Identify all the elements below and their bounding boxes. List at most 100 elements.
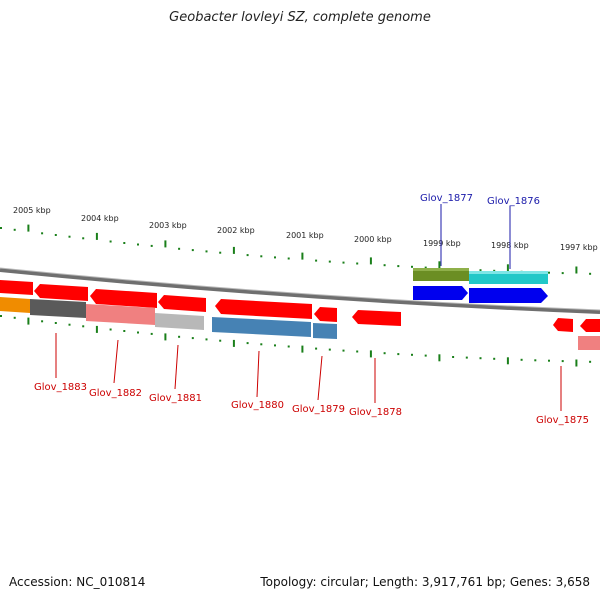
tick-label-2005: 2005 kbp (13, 206, 51, 215)
gene-glov-1882-arrow[interactable] (90, 289, 157, 308)
gene-glov-1881-arrow[interactable] (158, 295, 206, 312)
scale-minor-tick (342, 349, 345, 352)
scale-minor-tick (315, 259, 318, 262)
accession-text: Accession: NC_010814 (9, 575, 146, 589)
label-glov-1882[interactable]: Glov_1882 (89, 388, 142, 399)
scale-minor-tick (493, 269, 496, 272)
label-glov-1876[interactable]: Glov_1876 (487, 196, 540, 207)
scale-minor-tick (54, 322, 57, 324)
tick-label-1999: 1999 kbp (423, 239, 461, 248)
genome-backbone (0, 268, 600, 314)
scale-major-tick (301, 252, 304, 260)
scale-minor-tick (178, 335, 181, 338)
scale-minor-tick (41, 232, 44, 235)
scale-minor-tick (493, 357, 496, 360)
scale-minor-tick (452, 356, 455, 358)
scale-minor-tick (424, 354, 427, 357)
scale-major-tick (301, 345, 304, 353)
scale-minor-tick (424, 266, 427, 269)
label-leaders (55, 204, 562, 411)
scale-minor-tick (260, 343, 263, 346)
gene-glov-1881-box[interactable] (155, 313, 204, 330)
scale-major-tick (369, 257, 372, 265)
scale-minor-tick (328, 348, 331, 351)
scale-minor-tick (191, 337, 194, 340)
scale-minor-tick (287, 257, 290, 260)
scale-minor-tick (109, 240, 112, 243)
gene-box-right-edge[interactable] (578, 336, 600, 350)
scale-minor-tick (356, 350, 359, 353)
gene-glov-1880-arrow[interactable] (215, 299, 312, 319)
gene-glov-1883-box[interactable] (30, 299, 86, 318)
gene-glov-1879-arrow[interactable] (314, 307, 337, 322)
gene-glov-1879-box[interactable] (313, 323, 337, 339)
scale-major-tick (369, 350, 372, 358)
scale-minor-tick (246, 254, 249, 257)
gene-glov-1876-arrow[interactable] (469, 288, 548, 303)
scale-minor-tick (219, 251, 222, 254)
label-glov-1878[interactable]: Glov_1878 (349, 407, 402, 418)
scale-minor-tick (82, 237, 85, 240)
gene-labels: Glov_1883 Glov_1882 Glov_1881 Glov_1880 … (34, 193, 589, 426)
scale-minor-tick (41, 320, 44, 323)
scale-minor-tick (534, 359, 537, 362)
gene-glov-1877-highlight (413, 268, 469, 271)
leader-glov-1879 (317, 355, 323, 401)
scale-minor-tick (0, 227, 2, 229)
forward-strand-genes (413, 268, 548, 303)
gene-arrow-right-edge[interactable] (580, 319, 600, 332)
genome-summary-text: Topology: circular; Length: 3,917,761 bp… (260, 575, 590, 589)
scale-minor-tick (561, 272, 564, 275)
scale-major-tick (27, 317, 30, 325)
label-glov-1883[interactable]: Glov_1883 (34, 382, 87, 393)
scale-major-tick (232, 246, 235, 254)
scale-minor-tick (548, 359, 550, 362)
gene-glov-1877-box[interactable] (413, 268, 469, 281)
gene-glov-1876-box[interactable] (469, 271, 548, 284)
gene-box-orange[interactable] (0, 297, 30, 313)
scale-major-tick (438, 261, 441, 269)
label-glov-1877[interactable]: Glov_1877 (420, 193, 473, 204)
scale-major-tick (575, 266, 578, 274)
scale-minor-tick (589, 360, 592, 363)
gene-glov-1880-box[interactable] (212, 317, 311, 337)
scale-minor-tick (589, 272, 592, 275)
label-glov-1881[interactable]: Glov_1881 (149, 393, 202, 404)
scale-minor-tick (191, 249, 194, 252)
scale-minor-tick (0, 315, 2, 317)
scale-minor-tick (548, 271, 550, 274)
scale-minor-tick (109, 328, 112, 331)
scale-minor-tick (397, 265, 400, 268)
label-glov-1875[interactable]: Glov_1875 (536, 415, 589, 426)
map-title: Geobacter lovleyi SZ, complete genome (169, 10, 431, 25)
scale-minor-tick (13, 228, 16, 231)
scale-minor-tick (68, 323, 71, 326)
tick-label-2001: 2001 kbp (286, 231, 324, 240)
tick-label-2004: 2004 kbp (81, 214, 119, 223)
scale-minor-tick (342, 261, 345, 264)
tick-label-1997: 1997 kbp (560, 243, 598, 252)
gene-arrow-left-edge[interactable] (0, 280, 33, 295)
scale-minor-tick (82, 325, 85, 328)
scale-minor-tick (315, 347, 318, 350)
scale-minor-tick (150, 244, 153, 247)
scale-minor-tick (13, 316, 16, 319)
gene-glov-1877-arrow[interactable] (413, 286, 468, 300)
scale-minor-tick (520, 358, 523, 361)
scale-minor-tick (205, 250, 208, 253)
scale-major-tick (95, 232, 98, 240)
tick-label-2002: 2002 kbp (217, 226, 255, 235)
gene-glov-1882-box[interactable] (86, 304, 155, 325)
gene-glov-1878-arrow[interactable] (352, 310, 401, 326)
scale-major-tick (164, 333, 167, 341)
genome-backbone-highlight (0, 267, 600, 311)
gene-glov-1883-arrow[interactable] (34, 284, 88, 301)
tick-label-2003: 2003 kbp (149, 221, 187, 230)
scale-minor-tick (383, 352, 386, 355)
scale-minor-tick (274, 344, 276, 347)
scale-major-tick (164, 240, 167, 248)
gene-glov-1875-arrow[interactable] (553, 318, 573, 332)
label-glov-1879[interactable]: Glov_1879 (292, 404, 345, 415)
label-glov-1880[interactable]: Glov_1880 (231, 400, 284, 411)
scale-minor-tick (274, 256, 276, 259)
